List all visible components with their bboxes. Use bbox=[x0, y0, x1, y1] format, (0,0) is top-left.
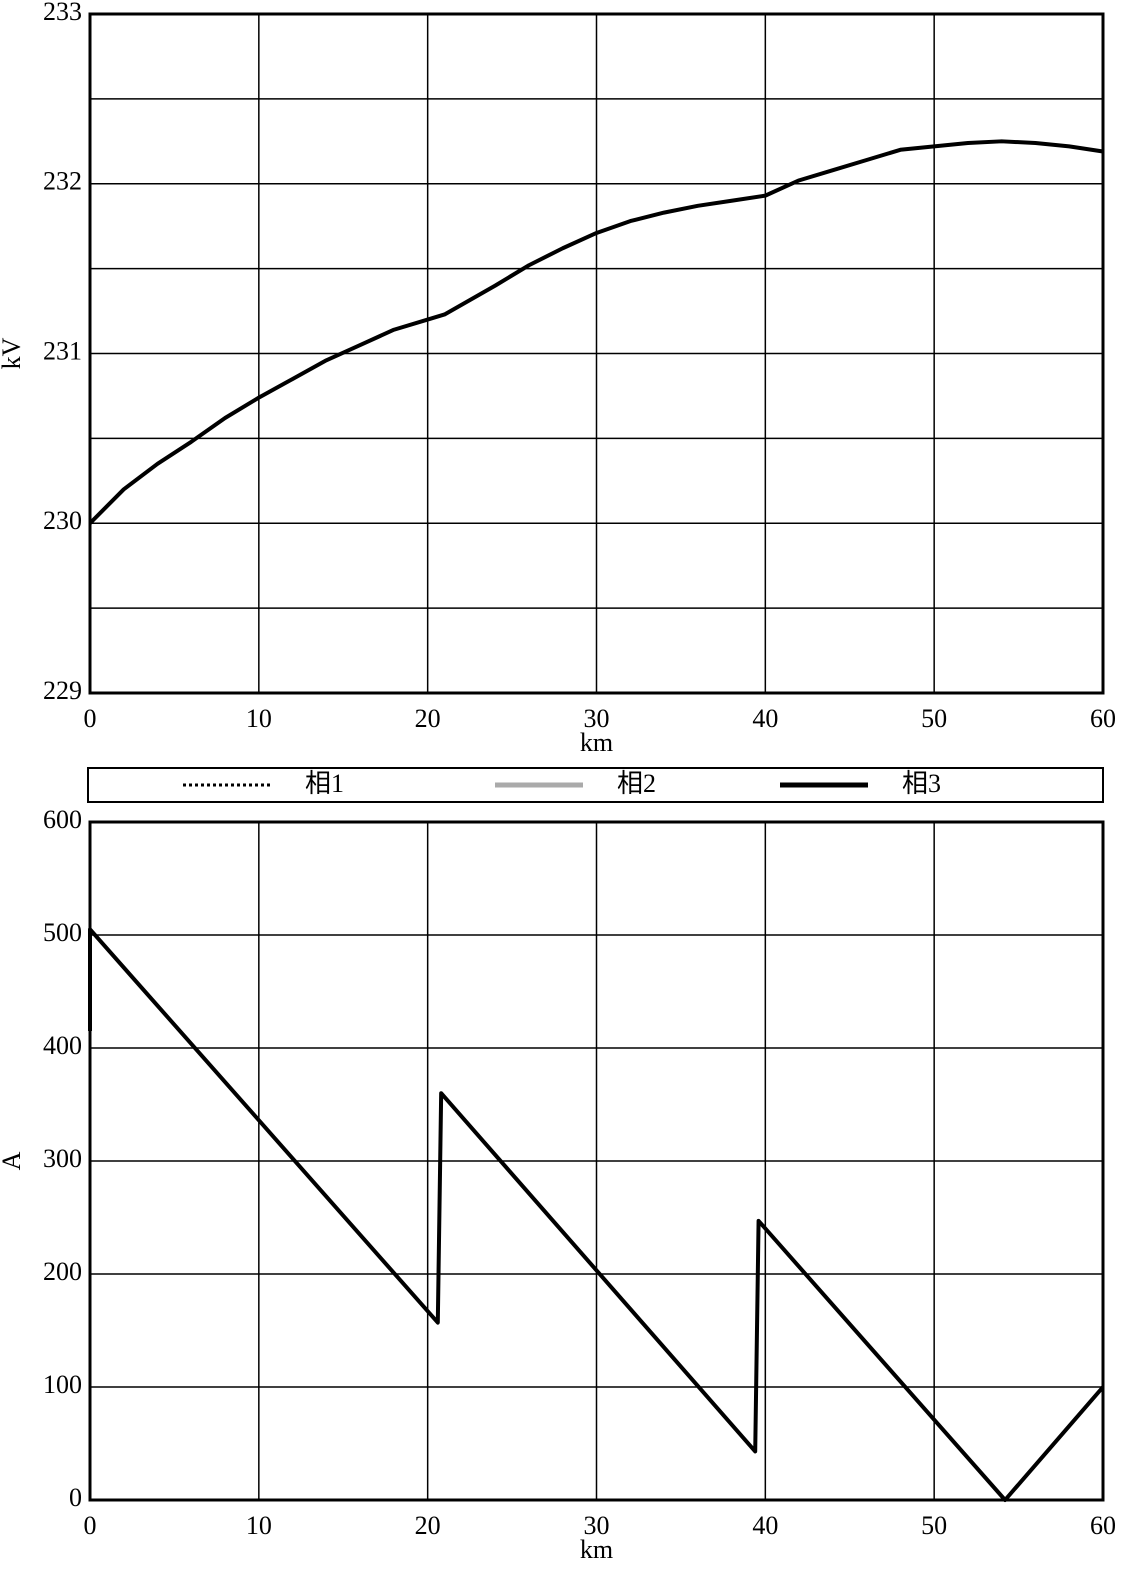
x-tick-label: 30 bbox=[584, 704, 610, 733]
x-tick-label: 60 bbox=[1090, 1511, 1116, 1540]
y-tick-label: 229 bbox=[43, 676, 82, 705]
x-tick-label: 60 bbox=[1090, 704, 1116, 733]
x-tick-label: 40 bbox=[752, 1511, 778, 1540]
y-tick-label: 200 bbox=[43, 1257, 82, 1286]
x-tick-label: 20 bbox=[415, 704, 441, 733]
x-tick-label: 50 bbox=[921, 1511, 947, 1540]
legend-label: 相1 bbox=[305, 769, 344, 798]
x-tick-label: 50 bbox=[921, 704, 947, 733]
data-line bbox=[88, 927, 1105, 1502]
y-axis-label: kV bbox=[0, 337, 26, 369]
legend-label: 相2 bbox=[617, 769, 656, 798]
y-axis-label: A bbox=[0, 1151, 26, 1170]
y-tick-label: 232 bbox=[43, 167, 82, 196]
x-tick-label: 10 bbox=[246, 1511, 272, 1540]
x-tick-label: 20 bbox=[415, 1511, 441, 1540]
x-tick-label: 0 bbox=[84, 1511, 97, 1540]
x-tick-label: 10 bbox=[246, 704, 272, 733]
y-tick-label: 600 bbox=[43, 805, 82, 834]
plot-frame bbox=[88, 820, 1105, 1502]
y-tick-label: 300 bbox=[43, 1144, 82, 1173]
y-tick-label: 100 bbox=[43, 1370, 82, 1399]
y-tick-label: 400 bbox=[43, 1031, 82, 1060]
x-axis-label: km bbox=[580, 1535, 613, 1564]
plot-frame bbox=[88, 12, 1105, 695]
legend-box bbox=[87, 767, 1104, 803]
y-tick-label: 0 bbox=[69, 1483, 82, 1512]
y-tick-label: 230 bbox=[43, 506, 82, 535]
legend-label: 相3 bbox=[902, 769, 941, 798]
x-axis-label: km bbox=[580, 728, 613, 757]
x-tick-label: 0 bbox=[84, 704, 97, 733]
y-tick-label: 233 bbox=[43, 0, 82, 26]
x-tick-label: 40 bbox=[752, 704, 778, 733]
y-tick-label: 500 bbox=[43, 918, 82, 947]
x-tick-label: 30 bbox=[584, 1511, 610, 1540]
y-tick-label: 231 bbox=[43, 336, 82, 365]
data-line bbox=[88, 139, 1104, 525]
